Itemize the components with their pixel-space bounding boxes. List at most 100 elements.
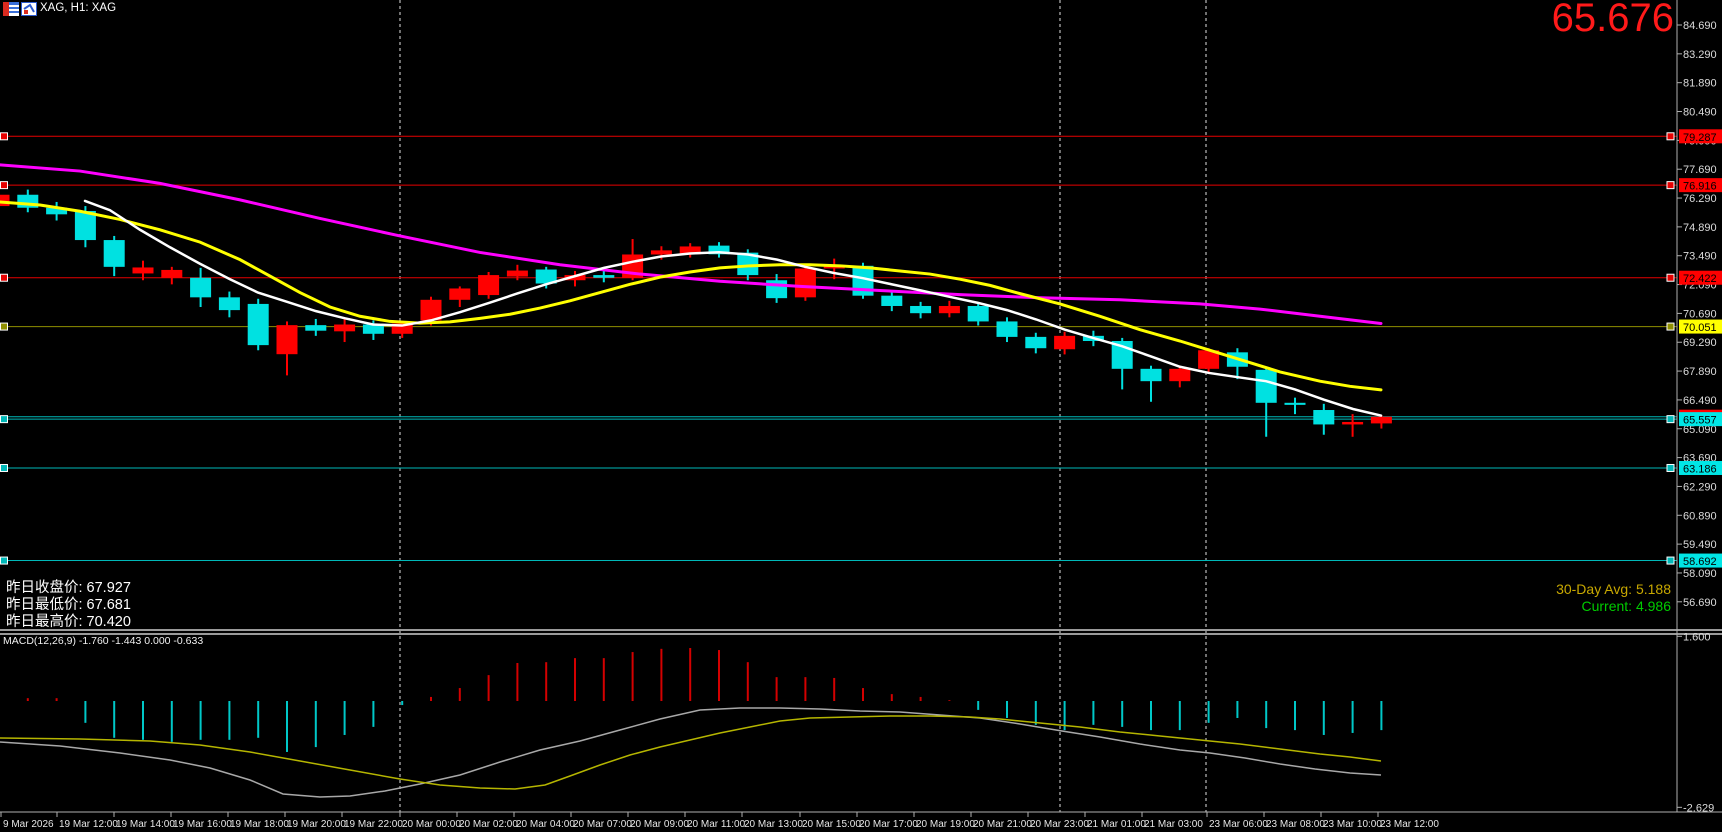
ma-mid-line — [0, 200, 1383, 392]
price-level-label: 72.422 — [1683, 273, 1717, 285]
price-tick-label: 69.290 — [1683, 337, 1717, 349]
time-tick-label: 19 Mar 12:00 — [59, 819, 118, 830]
time-tick-label: 20 Mar 02:00 — [459, 819, 518, 830]
chart-window-icon[interactable] — [21, 2, 37, 16]
price-tick-label: 65.090 — [1683, 424, 1717, 436]
price-level-label-box — [1679, 553, 1722, 568]
current-price-readout: 65.676 — [1551, 0, 1674, 40]
candle-up — [564, 275, 586, 281]
price-tick-label: 66.490 — [1683, 395, 1717, 407]
candle-up — [420, 299, 442, 321]
time-tick-label: 19 Mar 20:00 — [287, 819, 346, 830]
candle-down — [218, 297, 240, 311]
price-tick-label: 76.290 — [1683, 193, 1717, 205]
candle-up — [1169, 368, 1191, 382]
level-line-anchor[interactable] — [1666, 273, 1675, 282]
time-tick-label: 20 Mar 00:00 — [402, 819, 461, 830]
level-line-anchor[interactable] — [0, 322, 8, 331]
candle-up — [1370, 416, 1392, 424]
candle-up — [0, 194, 10, 207]
time-tick-label: 23 Mar 06:00 — [1209, 819, 1268, 830]
time-tick-label: 21 Mar 01:00 — [1087, 819, 1146, 830]
level-line-anchor[interactable] — [0, 556, 8, 565]
price-tick-label: 83.290 — [1683, 49, 1717, 61]
candle-down — [1140, 368, 1162, 382]
level-line-anchor[interactable] — [1666, 556, 1675, 565]
level-line-anchor[interactable] — [1666, 463, 1675, 472]
candle-up — [334, 324, 356, 332]
macd-panel-area[interactable] — [0, 635, 1677, 812]
price-tick-label: 70.690 — [1683, 308, 1717, 320]
time-tick-label: 20 Mar 09:00 — [630, 819, 689, 830]
time-axis-area[interactable] — [0, 812, 1722, 832]
time-tick-label: 23 Mar 08:00 — [1266, 819, 1325, 830]
symbol-title: XAG, H1: XAG — [40, 2, 117, 14]
market-depth-icon[interactable] — [3, 2, 19, 16]
candle-down — [1025, 336, 1047, 349]
candle-up — [938, 305, 960, 314]
time-tick-label: 21 Mar 03:00 — [1144, 819, 1203, 830]
candle-down — [737, 252, 759, 276]
panel-separator[interactable] — [0, 629, 1722, 631]
price-level-label-box — [1679, 412, 1722, 427]
time-tick-label: 19 Mar 14:00 — [116, 819, 175, 830]
candle-down — [1284, 402, 1306, 405]
candle-down — [593, 275, 615, 278]
price-level-label-box — [1679, 129, 1722, 144]
price-tick-label: 77.690 — [1683, 164, 1717, 176]
candle-up — [823, 265, 845, 269]
price-tick-label: 60.890 — [1683, 510, 1717, 522]
price-tick-label: 56.690 — [1683, 597, 1717, 609]
ma-slow-line — [0, 163, 1383, 325]
macd-signal-line — [0, 715, 1382, 790]
level-line-anchor[interactable] — [0, 415, 8, 424]
price-level-label-box — [1679, 319, 1722, 334]
candle-up — [794, 268, 816, 298]
level-line-anchor[interactable] — [0, 463, 8, 472]
level-line-anchor[interactable] — [1666, 415, 1675, 424]
level-line-anchor[interactable] — [1666, 132, 1675, 141]
current-stat-label: Current: 4.986 — [1581, 598, 1672, 614]
time-tick-label: 20 Mar 21:00 — [973, 819, 1032, 830]
prev-low-label: 昨日最低价: 67.681 — [6, 597, 131, 613]
price-tick-label: 80.490 — [1683, 107, 1717, 119]
level-line-anchor[interactable] — [0, 181, 8, 190]
candle-down — [46, 207, 68, 215]
macd-indicator-label: MACD(12,26,9) -1.760 -1.443 0.000 -0.633 — [3, 635, 204, 647]
candle-up — [132, 267, 154, 274]
time-tick-label: 20 Mar 17:00 — [859, 819, 918, 830]
time-tick-label: 20 Mar 19:00 — [916, 819, 975, 830]
price-tick-label: 81.890 — [1683, 78, 1717, 90]
time-tick-label: 19 Mar 22:00 — [344, 819, 403, 830]
time-tick-label: 20 Mar 15:00 — [802, 819, 861, 830]
time-tick-label: 9 Mar 2026 — [3, 819, 54, 830]
time-tick-label: 23 Mar 10:00 — [1323, 819, 1382, 830]
macd-main-line — [0, 707, 1382, 798]
price-level-label: 70.051 — [1683, 322, 1717, 334]
price-level-label: 63.186 — [1683, 463, 1717, 475]
price-level-label: 76.916 — [1683, 181, 1717, 193]
price-tick-label: 59.490 — [1683, 539, 1717, 551]
candle-down — [535, 269, 557, 284]
price-level-label-box — [1679, 270, 1722, 285]
candle-up — [478, 275, 500, 296]
time-tick-label: 19 Mar 18:00 — [230, 819, 289, 830]
candle-up — [679, 246, 701, 255]
candle-down — [708, 245, 730, 255]
level-line-anchor[interactable] — [1666, 181, 1675, 190]
candle-down — [74, 211, 96, 241]
candle-down — [1255, 369, 1277, 403]
panel-separator[interactable] — [0, 633, 1722, 635]
level-line-anchor[interactable] — [1666, 322, 1675, 331]
candle-up — [506, 270, 528, 277]
candle-down — [881, 295, 903, 306]
price-axis-area[interactable] — [1677, 0, 1722, 812]
ma-fast-line — [83, 199, 1383, 417]
price-level-label: 58.692 — [1683, 556, 1717, 568]
chart-plot-area[interactable] — [0, 0, 1677, 629]
price-tick-label: 67.890 — [1683, 366, 1717, 378]
candle-down — [996, 321, 1018, 337]
level-line-anchor[interactable] — [0, 273, 8, 282]
level-line-anchor[interactable] — [0, 132, 8, 141]
